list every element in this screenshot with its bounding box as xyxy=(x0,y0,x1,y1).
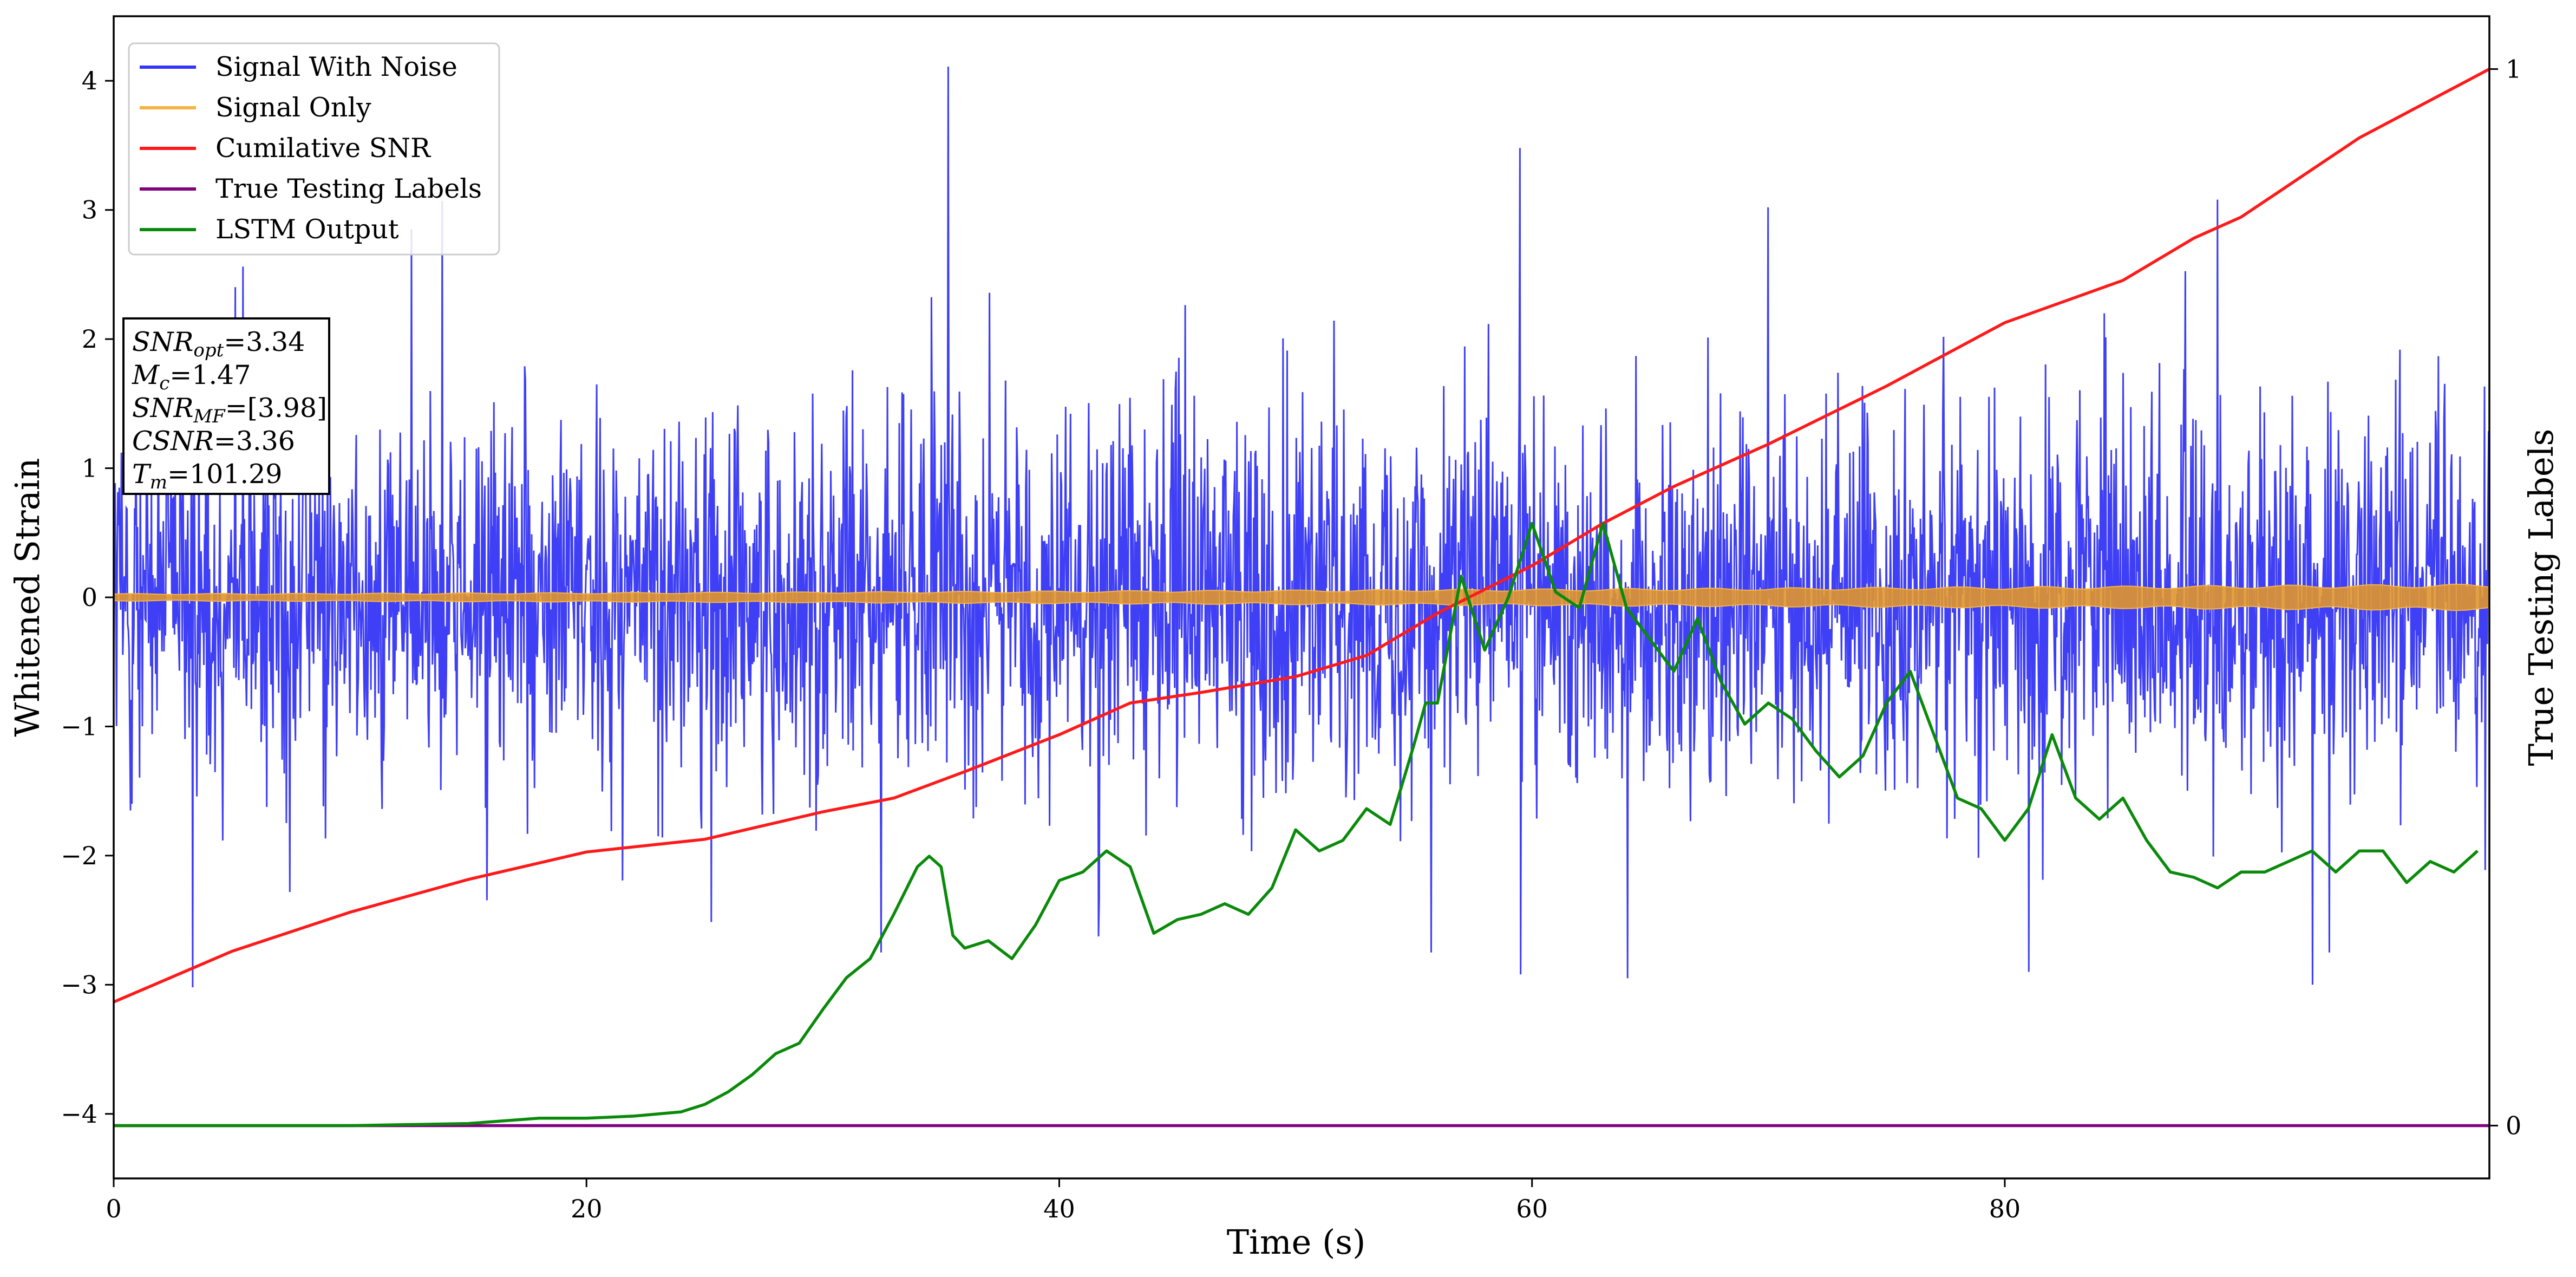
legend-label: Signal With Noise xyxy=(215,51,457,82)
right-series-layer xyxy=(113,68,2490,1128)
lstm-output-series xyxy=(114,522,2479,1128)
annotation-line: Mc=1.47 xyxy=(132,360,251,394)
y-axis-title: Whitened Strain xyxy=(8,458,47,737)
annotation-line: Tm=101.29 xyxy=(132,459,282,493)
y-right-tick-label: 0 xyxy=(2506,1111,2521,1140)
annotation-line: SNRopt=3.34 xyxy=(132,327,305,361)
y-tick-label: −2 xyxy=(61,841,97,870)
cumilative-snr-series xyxy=(113,68,2490,1004)
y-tick-label: 0 xyxy=(82,583,97,612)
y-tick-label: 4 xyxy=(82,66,97,95)
annotation-line: SNRMF=[3.98] xyxy=(132,393,327,427)
legend-label: LSTM Output xyxy=(215,214,399,245)
signal-with-noise-series xyxy=(113,66,2490,988)
y-tick-label: −1 xyxy=(61,712,97,741)
y-tick-label: 1 xyxy=(82,454,97,483)
legend-label: Signal Only xyxy=(215,92,371,123)
annotation-line: CSNR=3.36 xyxy=(132,426,295,457)
y-right-tick-label: 1 xyxy=(2506,55,2521,84)
annotation-box xyxy=(122,317,330,495)
legend-label: Cumilative SNR xyxy=(215,133,431,164)
x-tick-label: 20 xyxy=(571,1194,603,1223)
legend-box xyxy=(128,42,500,256)
x-tick-label: 0 xyxy=(106,1194,121,1223)
x-tick-label: 40 xyxy=(1043,1194,1075,1223)
parameter-annotation: SNRopt=3.34Mc=1.47SNRMF=[3.98]CSNR=3.36T… xyxy=(122,317,330,495)
y-tick-label: 2 xyxy=(82,324,97,354)
y-tick-label: 3 xyxy=(82,196,97,225)
y-right-axis-title: True Testing Labels xyxy=(2521,429,2561,766)
x-tick-label: 60 xyxy=(1516,1194,1548,1223)
legend: Signal With Noise Signal Only Cumilative S… xyxy=(128,42,500,256)
y-tick-label: −4 xyxy=(61,1099,97,1129)
y-tick-label: −3 xyxy=(61,970,97,999)
x-tick-label: 80 xyxy=(1989,1194,2021,1223)
legend-label: True Testing Labels xyxy=(215,173,482,204)
x-axis-title: Time (s) xyxy=(1227,1222,1366,1262)
